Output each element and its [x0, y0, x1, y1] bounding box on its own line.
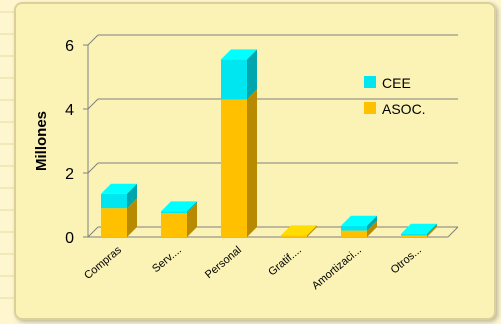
bar-side-1-0	[187, 203, 197, 237]
bar-side-1-1	[187, 201, 197, 213]
bar-top-5-1	[401, 223, 437, 234]
bar-cee-4	[341, 225, 367, 231]
y-tick-label: 4	[65, 102, 74, 119]
bar-asoc-1	[161, 213, 187, 237]
gridline-side	[87, 98, 99, 110]
bar-asoc-4	[341, 230, 367, 237]
legend-swatch-asoc	[364, 102, 376, 114]
bar-top-2-1	[221, 49, 257, 60]
x-tick-label: Personal	[203, 244, 244, 281]
y-tick-label: 0	[65, 230, 74, 247]
bar-cee-5	[401, 233, 427, 236]
x-tick-label: Serv....	[150, 244, 184, 275]
y-axis-label: Millones	[33, 111, 50, 171]
legend-label-asoc: ASOC.	[382, 101, 426, 117]
gridline-side	[87, 34, 99, 46]
x-tick-label: Amortizaci...	[310, 244, 364, 292]
bar-top-0-1	[101, 183, 137, 194]
bar-top-1-1	[161, 201, 197, 212]
gridline-side	[87, 226, 99, 238]
bar-asoc-3	[281, 235, 307, 237]
x-tick-label: Otros...	[389, 244, 424, 276]
bar-asoc-0	[101, 208, 127, 237]
bar-cee-0	[101, 193, 127, 209]
legend-label-cee: CEE	[382, 75, 411, 91]
chart-area: 0 2 4 6 Millones Compras Serv.... Personal Grati…	[14, 2, 496, 320]
bar-asoc-5	[401, 235, 427, 237]
x-tick-label: Compras	[82, 244, 124, 282]
x-tick-label: Gratif....	[266, 244, 304, 278]
bar-asoc-2	[221, 99, 247, 238]
bar-side-2-1	[247, 49, 257, 100]
bar-top-3-0	[281, 225, 317, 236]
bar-side-3-0	[307, 225, 317, 237]
legend-swatch-cee	[364, 76, 376, 88]
y-tick-label: 6	[65, 38, 74, 55]
bar-side-4-1	[367, 215, 377, 231]
bar-side-4-0	[367, 220, 377, 237]
bar-cee-2	[221, 59, 247, 100]
gridline-side	[87, 162, 99, 174]
bar-side-5-1	[427, 223, 437, 236]
bar-cee-1	[161, 211, 187, 213]
bar-side-0-1	[127, 183, 137, 209]
bar-side-5-0	[427, 225, 437, 237]
stacked-bar-chart: 0 2 4 6 Millones Compras Serv.... Personal Grati…	[33, 34, 459, 292]
x-axis-depth	[447, 226, 459, 238]
bar-top-4-1	[341, 215, 377, 226]
bar-side-2-0	[247, 89, 257, 238]
y-tick-label: 2	[65, 166, 74, 183]
bar-side-0-0	[127, 198, 137, 237]
